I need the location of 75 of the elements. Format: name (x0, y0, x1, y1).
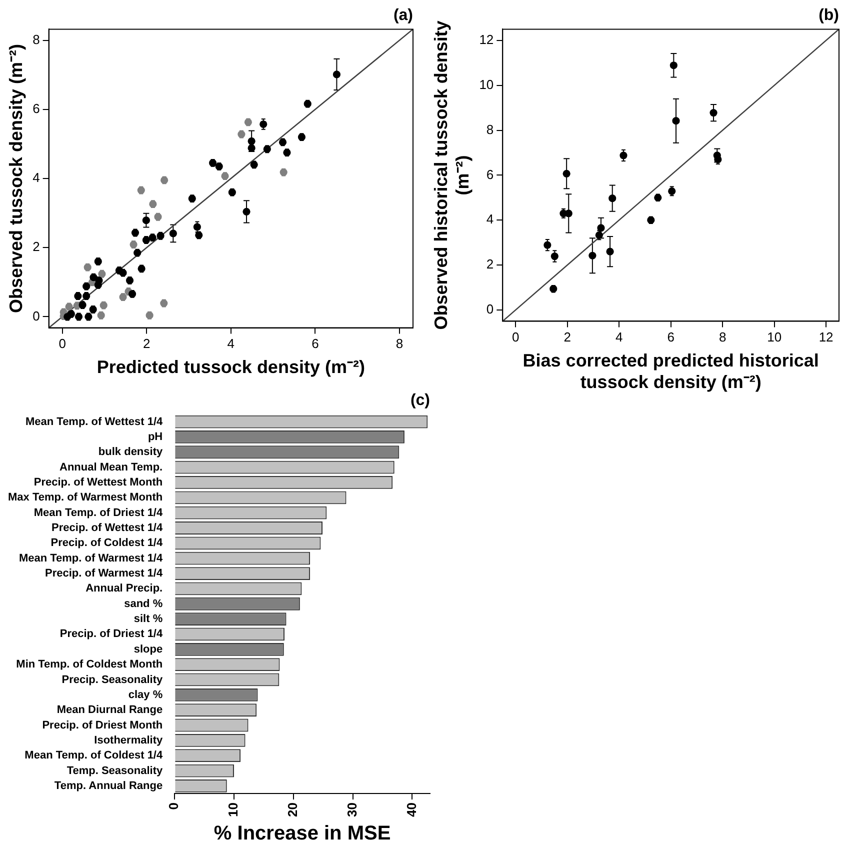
point (544, 241, 552, 249)
y-tick-label: Temp. Seasonality (66, 764, 164, 777)
point (710, 108, 718, 117)
x-tick-label: 10 (767, 330, 782, 345)
x-tick-label: 0 (166, 802, 182, 810)
y-tick-label: 0 (32, 308, 40, 324)
y-tick-label: Precip. of Warmest 1/4 (45, 568, 164, 580)
x-axis-title: % Increase in MSE (214, 822, 391, 845)
x-tick-label: 2 (564, 330, 571, 345)
y-tick-label: Annual Mean Temp. (60, 461, 163, 474)
y-tick-label: 4 (486, 212, 494, 227)
y-tick-label: slope (134, 643, 163, 656)
chart-title: (c) (410, 392, 430, 410)
chart-title: (a) (393, 7, 413, 24)
point (169, 230, 177, 238)
point (248, 137, 256, 145)
point (332, 70, 341, 78)
point (608, 194, 616, 202)
x-tick-label: 30 (344, 802, 360, 818)
y-tick-label: Min Temp. of Coldest Month (16, 658, 163, 671)
y-tick-label: 12 (479, 32, 494, 48)
x-axis-title: Bias corrected predicted historical tussock density (m⁻²) (522, 350, 819, 392)
y-tick-label: 8 (486, 122, 494, 137)
point (142, 216, 150, 224)
y-tick-label: clay % (128, 688, 163, 701)
y-tick-label: 4 (32, 170, 40, 186)
y-tick-label: Precip. of Driest Month (42, 719, 163, 732)
x-axis-title: Predicted tussock density (m⁻²) (96, 357, 365, 378)
point (588, 252, 596, 260)
y-tick-label: Mean Temp. of Wettest 1/4 (25, 416, 164, 428)
y-tick-label: Mean Temp. of Driest 1/4 (34, 506, 164, 519)
point (242, 208, 250, 216)
x-tick-label: 8 (396, 336, 404, 352)
point (597, 224, 605, 232)
y-tick-label: silt % (134, 613, 163, 626)
x-tick-label: 4 (227, 336, 235, 352)
point (562, 170, 570, 178)
y-tick-label: 6 (32, 100, 40, 116)
y-tick-label: Precip. Seasonality (62, 674, 164, 686)
y-tick-label: Mean Temp. of Warmest 1/4 (18, 552, 164, 564)
point (672, 117, 680, 125)
x-tick-label: 4 (615, 330, 623, 345)
x-tick-label: 10 (226, 802, 241, 818)
y-tick-label: pH (148, 430, 163, 443)
x-tick-label: 12 (818, 330, 834, 345)
y-tick-label: Annual Precip. (86, 582, 163, 595)
y-tick-label: Mean Temp. of Coldest 1/4 (24, 750, 164, 762)
x-tick-label: 0 (512, 330, 520, 345)
y-axis-title: Observed tussock density (m⁻²) (6, 44, 26, 314)
y-tick-label: 2 (486, 256, 494, 272)
y-tick-label: 10 (479, 76, 494, 92)
y-tick-label: Temp. Annual Range (54, 780, 163, 792)
chart-title: (b) (818, 7, 839, 24)
y-tick-label: Precip. of Driest 1/4 (60, 628, 164, 640)
y-tick-label: Mean Diurnal Range (56, 704, 163, 716)
y-tick-label: sand % (124, 598, 163, 610)
y-tick-label: Precip. of Wettest 1/4 (52, 522, 164, 534)
x-tick-label: 6 (312, 336, 319, 352)
y-tick-label: Isothermality (94, 734, 164, 746)
y-tick-label: 6 (486, 166, 494, 182)
y-axis-title: Observed historical tussock density (m⁻²) (430, 20, 472, 330)
y-tick-label: bulk density (98, 446, 164, 458)
x-tick-label: 8 (718, 330, 726, 345)
x-tick-label: 6 (667, 330, 674, 345)
x-tick-label: 20 (284, 802, 300, 818)
y-tick-label: 8 (32, 32, 40, 47)
y-tick-label: 0 (486, 302, 494, 317)
y-tick-label: Precip. of Coldest 1/4 (50, 537, 164, 550)
y-tick-label: Max Temp. of Warmest Month (8, 492, 163, 504)
point (670, 62, 678, 70)
point (606, 248, 614, 256)
y-tick-label: Precip. of Wettest Month (34, 476, 163, 489)
point (620, 152, 628, 160)
y-tick-label: 2 (32, 239, 40, 254)
x-tick-label: 40 (404, 802, 419, 818)
